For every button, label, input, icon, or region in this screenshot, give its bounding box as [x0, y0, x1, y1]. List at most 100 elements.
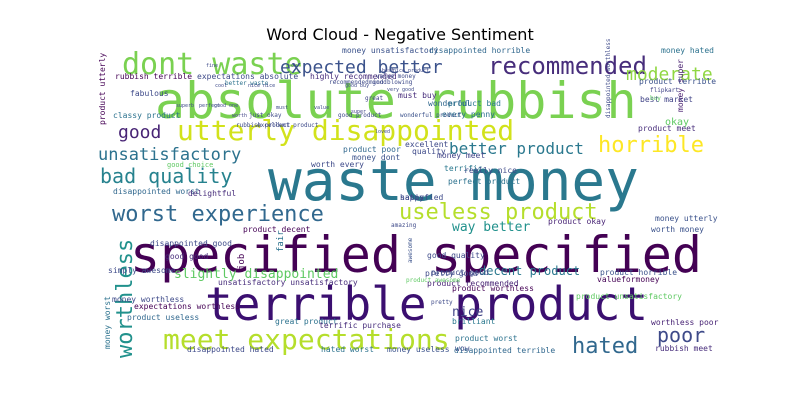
cloud-word: slightly disappointed	[174, 267, 338, 282]
cloud-word: superb	[176, 103, 194, 109]
cloud-word: disappointed terrible	[454, 346, 555, 355]
cloud-word: utterly disappointed	[177, 114, 514, 147]
cloud-word: money unsatisfactory	[342, 46, 439, 55]
cloud-word: hated worst	[321, 345, 374, 354]
cloud-word: better product	[449, 139, 584, 158]
cloud-word: good quality	[427, 251, 485, 260]
cloud-word: terrific purchase	[319, 321, 401, 330]
cloud-word: unsatisfactory unsatisfactory	[218, 278, 358, 287]
cloud-word: nice	[452, 305, 483, 320]
cloud-word: expected better	[280, 57, 443, 78]
cloud-word: money useless	[387, 345, 450, 354]
cloud-word: rubbish terrible	[115, 72, 192, 81]
cloud-word: moderate	[626, 64, 713, 85]
cloud-word: brilliant	[452, 317, 496, 326]
cloud-word: amazing	[391, 222, 417, 229]
cloud-word: better waste	[225, 80, 269, 87]
cloud-word: product good	[431, 268, 489, 277]
chart-title: Word Cloud - Negative Sentiment	[266, 25, 533, 44]
cloud-word: money worthless	[112, 295, 184, 304]
cloud-word: product utterly	[98, 53, 107, 125]
cloud-word: fine	[206, 63, 218, 69]
word-cloud: absolute rubbish waste money specified spe…	[98, 38, 719, 359]
cloud-word: absolute rubbish	[155, 72, 637, 130]
cloud-word: flipkart	[650, 87, 679, 94]
cloud-word: dont waste	[122, 47, 303, 82]
cloud-word: rubbish product	[236, 122, 291, 129]
cloud-word: must	[276, 105, 288, 111]
cloud-word: simply awesome	[108, 266, 176, 275]
cloud-word: disappointed good	[150, 239, 232, 248]
cloud-word: awesome	[407, 237, 414, 263]
cloud-word: good buy	[345, 83, 369, 89]
cloud-word: disappointed worthless	[605, 38, 612, 118]
cloud-word: good choice	[167, 161, 213, 169]
cloud-word: perfect	[199, 103, 220, 109]
cloud-word: poor	[657, 323, 705, 347]
cloud-word: money meet	[437, 151, 485, 160]
cloud-word: product useless	[127, 313, 199, 322]
cloud-word: product recommended	[427, 279, 519, 288]
cloud-word: cool	[215, 83, 227, 89]
cloud-word: super	[351, 109, 366, 115]
cloud-word: really nice	[464, 166, 517, 175]
cloud-word: useless product	[399, 200, 598, 225]
cloud-word: product worst	[455, 334, 518, 343]
cloud-word: product terrible	[639, 77, 716, 86]
cloud-word: bad quality	[100, 164, 232, 188]
cloud-word: wow	[455, 344, 470, 353]
cloud-word: worthless	[113, 239, 138, 358]
cloud-word: recommended	[488, 52, 647, 80]
cloud-word: excellent	[405, 140, 449, 149]
cloud-word: pretty	[431, 299, 453, 306]
cloud-word: must buy	[398, 91, 437, 100]
cloud-word: excellent product	[257, 122, 319, 129]
cloud-word: valueformoney	[597, 275, 660, 284]
cloud-word: product okay	[548, 217, 606, 226]
cloud-word: worth	[232, 113, 247, 119]
cloud-word: worth every	[311, 160, 364, 169]
cloud-word: value money	[376, 73, 416, 80]
cloud-word: nice product	[393, 68, 429, 74]
cloud-word: best	[382, 68, 394, 74]
cloud-word: job	[237, 254, 247, 270]
cloud-word: meet expectations	[163, 323, 450, 356]
cloud-word: highly recommended	[310, 72, 397, 81]
cloud-word: value	[314, 105, 329, 111]
cloud-word: satisfied	[400, 193, 444, 202]
cloud-word: money super	[676, 59, 685, 112]
cloud-word: classy product	[113, 111, 181, 120]
cloud-word: product meet	[638, 124, 696, 133]
cloud-word: money utterly	[655, 214, 718, 223]
cloud-word: good	[118, 122, 161, 143]
cloud-word: wonderful	[428, 99, 472, 108]
cloud-word: buy	[650, 95, 661, 102]
cloud-word: waste money	[268, 149, 639, 214]
cloud-word: perfect product	[448, 177, 520, 186]
cloud-word: money worst	[103, 296, 112, 349]
cloud-word: way better	[452, 220, 530, 235]
cloud-word: quality	[412, 147, 446, 156]
cloud-word: mind blowing	[369, 79, 413, 86]
cloud-word: terrific	[444, 164, 483, 173]
cloud-word: great	[365, 95, 383, 102]
cloud-word: decent product	[479, 264, 580, 278]
cloud-word: worst experience	[112, 202, 324, 227]
cloud-word: worth money	[651, 225, 704, 234]
cloud-word: very good	[387, 87, 414, 93]
cloud-word: specified specified	[130, 226, 702, 284]
cloud-word: money hated	[661, 46, 714, 55]
cloud-word: delightful	[188, 189, 236, 198]
cloud-word: product bad	[448, 99, 501, 108]
cloud-word: product worthless	[452, 284, 534, 293]
cloud-word: great product	[275, 317, 338, 326]
cloud-word: product unsatisfactory	[576, 292, 682, 301]
cloud-word: best market	[640, 95, 693, 104]
cloud-word: disappointed hated	[187, 345, 274, 354]
cloud-word: expectations worthless	[134, 302, 240, 311]
cloud-word: product decent	[243, 225, 311, 234]
cloud-word: fair	[276, 230, 286, 252]
cloud-word: every penny	[442, 110, 495, 119]
